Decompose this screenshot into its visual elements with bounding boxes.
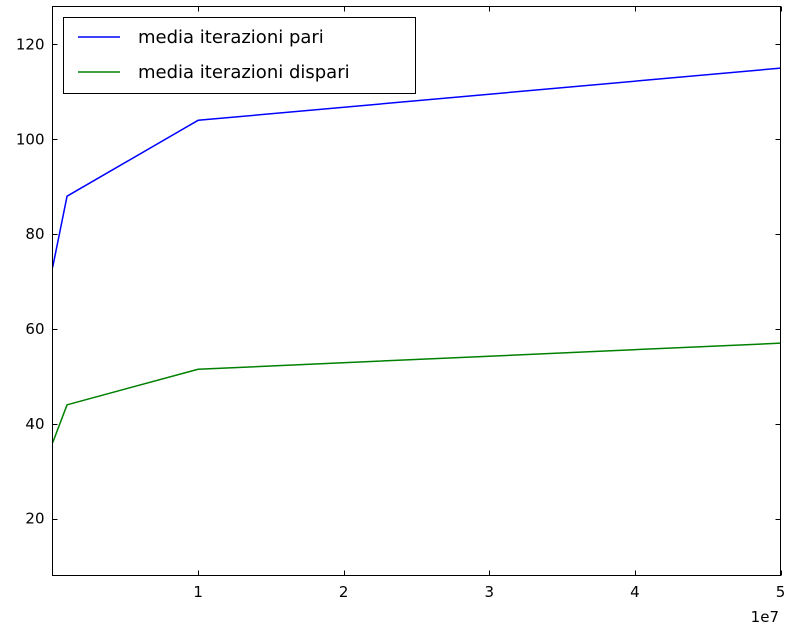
legend: media iterazioni pari media iterazioni d… — [63, 17, 416, 94]
legend-label-dispari: media iterazioni dispari — [138, 62, 350, 83]
y-tick-label: 80 — [25, 225, 44, 243]
series-line-dispari — [51, 342, 781, 443]
plot-frame — [52, 6, 781, 576]
x-tick-label: 1 — [193, 583, 203, 601]
y-tick-label: 100 — [16, 130, 45, 148]
x-tick-label: 2 — [339, 583, 349, 601]
y-tick-label: 20 — [25, 510, 44, 528]
y-tick-label: 40 — [25, 415, 44, 433]
series-line-pari — [51, 67, 781, 268]
x-tick-label: 3 — [485, 583, 495, 601]
legend-label-pari: media iterazioni pari — [138, 27, 324, 48]
legend-box — [63, 17, 416, 94]
ticks-layer: 1 2 3 4 5 20 40 60 80 100 120 — [16, 6, 785, 601]
x-tick-label: 5 — [776, 583, 785, 601]
x-tick-label: 4 — [630, 583, 640, 601]
series-layer — [51, 67, 781, 443]
x-offset-label: 1e7 — [751, 608, 779, 626]
y-tick-label: 60 — [25, 320, 44, 338]
y-tick-label: 120 — [16, 35, 45, 53]
